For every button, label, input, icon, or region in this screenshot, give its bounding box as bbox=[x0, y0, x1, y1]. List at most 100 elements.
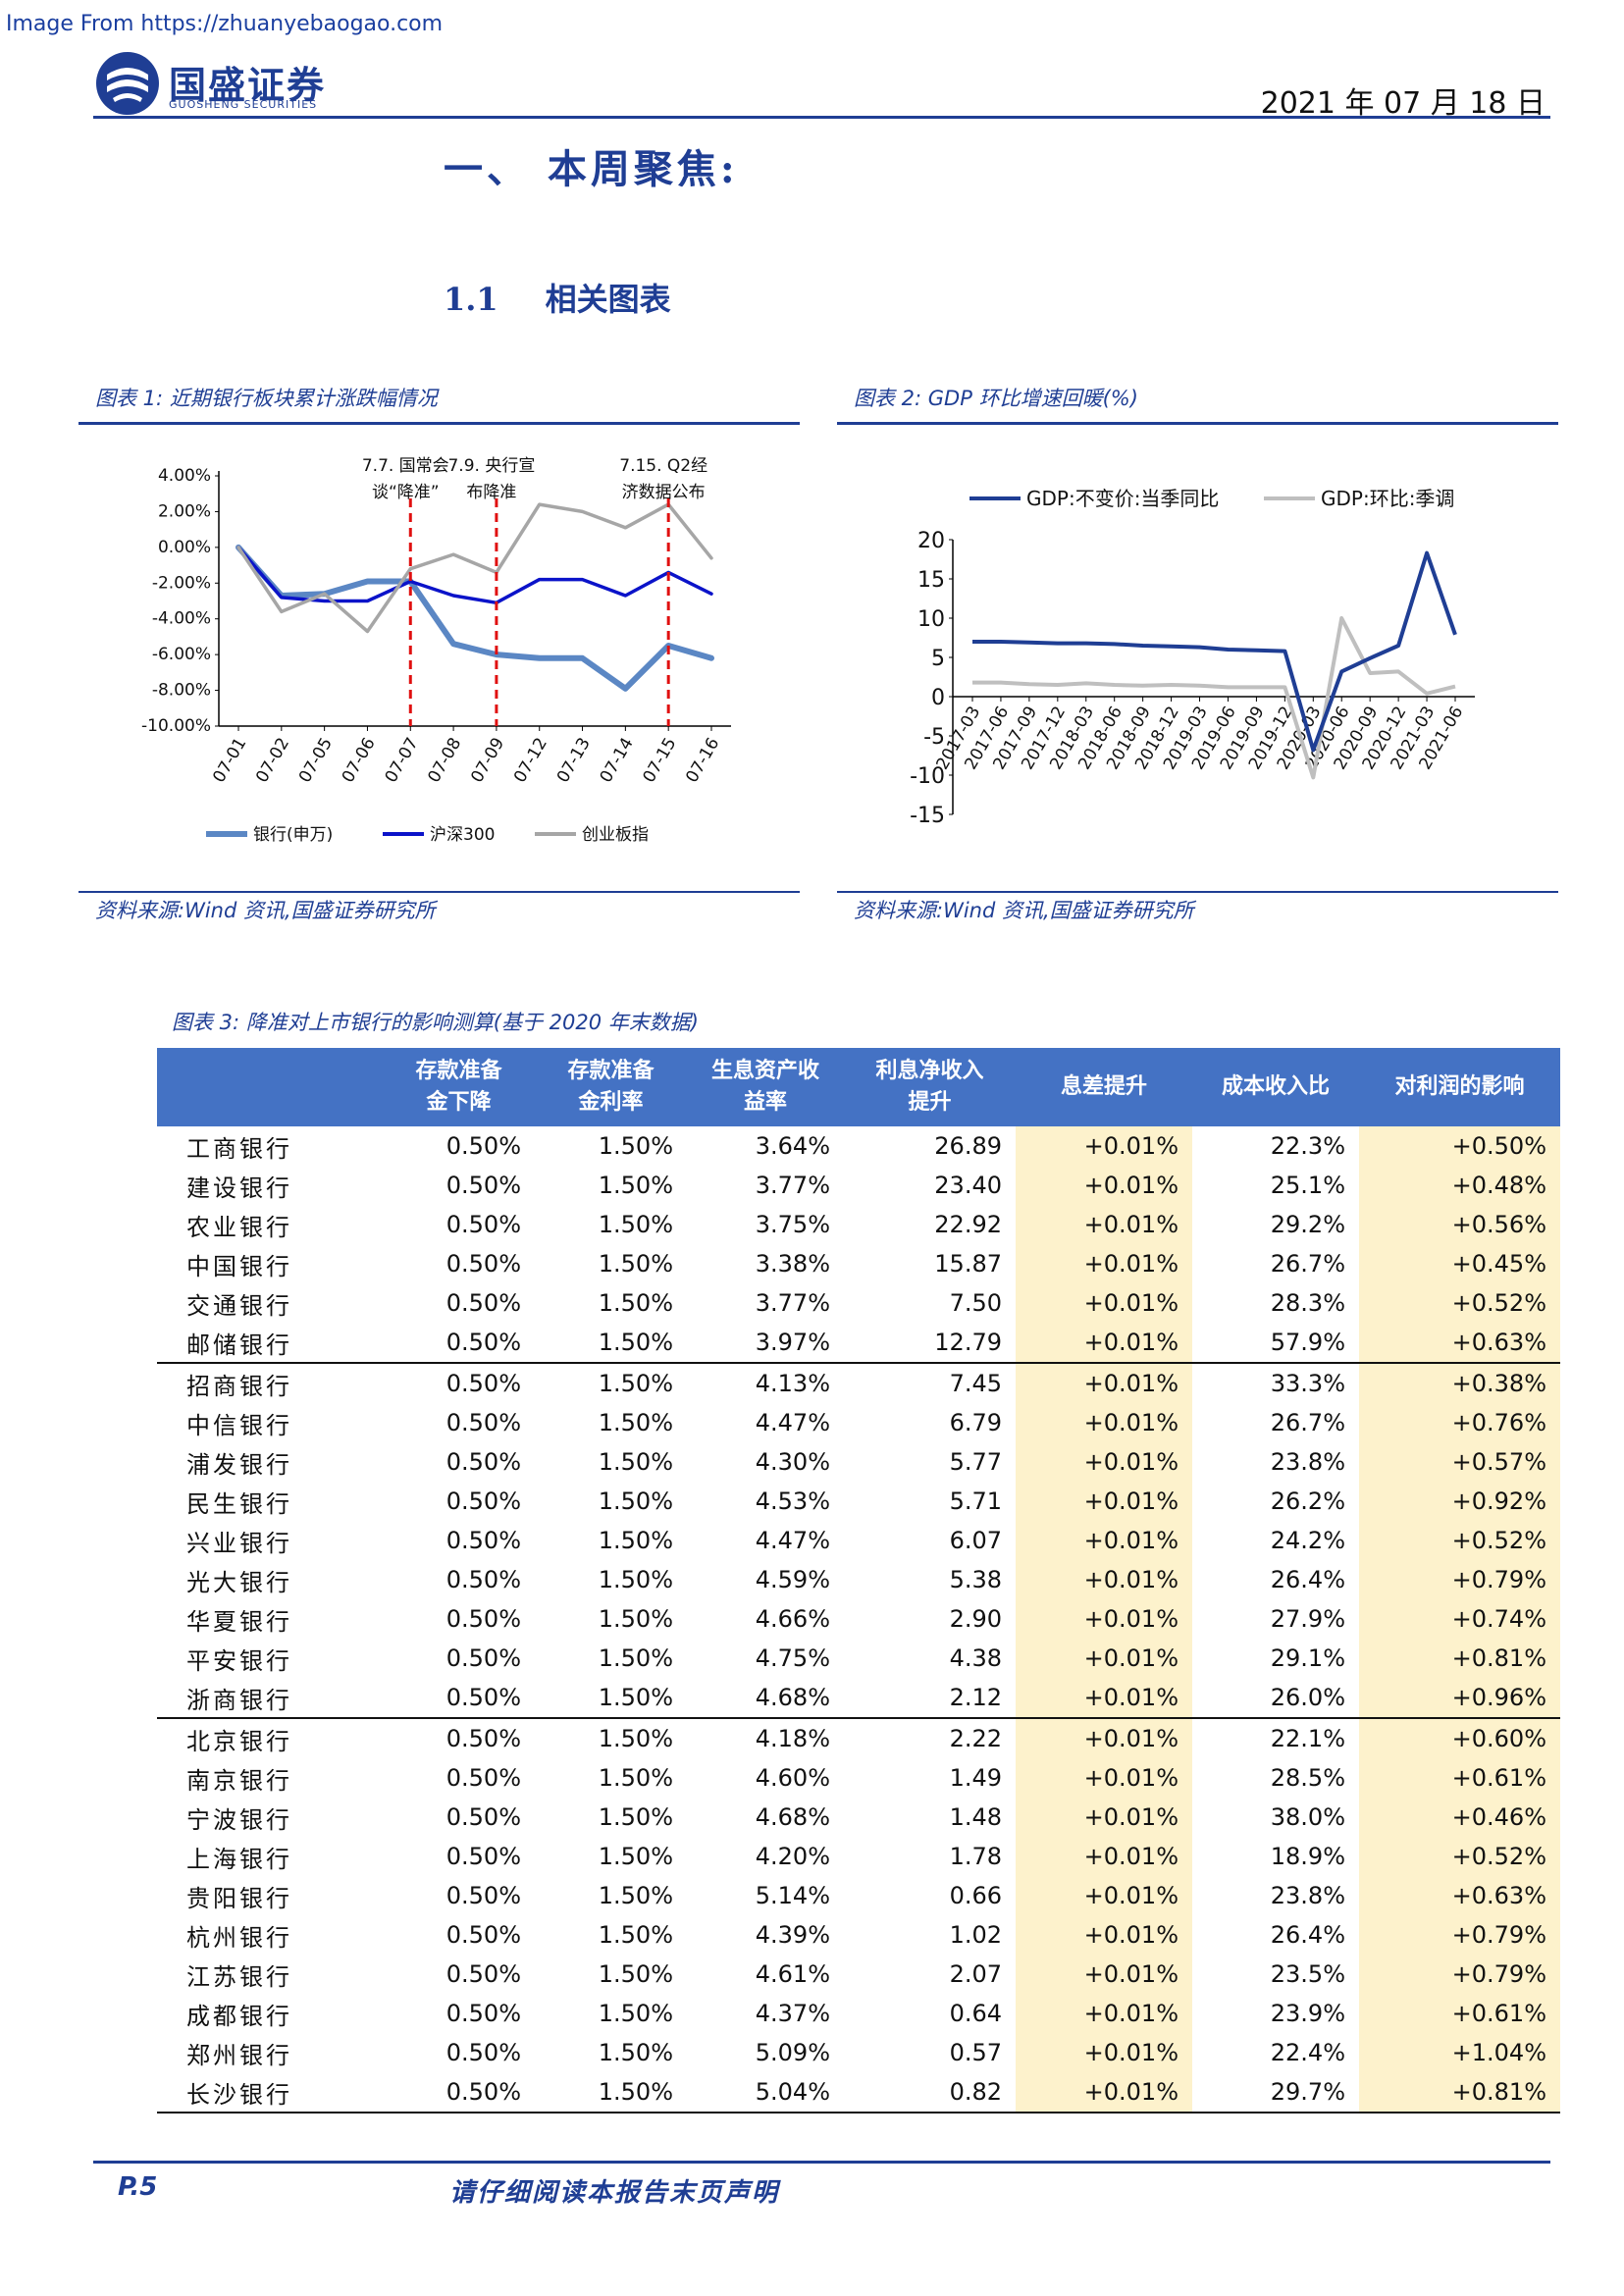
table-cell: 0.50% bbox=[445, 1487, 521, 1515]
table-cell: 4.68% bbox=[755, 1803, 830, 1831]
fig2-chart: 20151050-5-10-152017-032017-062017-09201… bbox=[910, 487, 1475, 828]
fig1-chart: 4.00% 2.00% 0.00% -2.00% -4.00% -6.00% -8.00% -… bbox=[141, 456, 731, 845]
table-cell: 0.50% bbox=[383, 1362, 535, 1403]
table-cell: 7.50 bbox=[949, 1289, 1002, 1317]
table-cell: 1.50% bbox=[598, 1289, 673, 1317]
table-cell: 4.13% bbox=[687, 1362, 844, 1403]
table-cell: 4.59% bbox=[755, 1566, 830, 1593]
table-row: 南京银行 0.50% 1.50% 4.60% 1.49 +0.01% 28.5% +0.61% bbox=[157, 1758, 1560, 1798]
table-row: 浙商银行 0.50% 1.50% 4.68% 2.12 +0.01% 26.0% +0.96% bbox=[157, 1678, 1560, 1718]
table-row: 农业银行 0.50% 1.50% 3.75% 22.92 +0.01% 29.2% +0.56… bbox=[157, 1205, 1560, 1244]
table-cell: +0.01% bbox=[1016, 1639, 1192, 1678]
table-cell: 15.87 bbox=[934, 1250, 1002, 1278]
table-cell: +0.60% bbox=[1359, 1717, 1560, 1758]
table-cell: 0.50% bbox=[445, 1684, 521, 1711]
table-cell: +0.01% bbox=[1016, 1482, 1192, 1521]
report-date: 2021 年 07 月 18 日 bbox=[1260, 86, 1545, 121]
fig1-x-tick-label: 07-05 bbox=[295, 735, 337, 787]
table-cell: 6.79 bbox=[949, 1409, 1002, 1436]
bank-name-cell: 长沙银行 bbox=[157, 2072, 383, 2113]
table-cell: 1.50% bbox=[598, 1132, 673, 1160]
table-cell: +0.01% bbox=[1016, 1126, 1192, 1166]
fig2-y-tick-label: 10 bbox=[917, 607, 945, 632]
table-cell: +0.61% bbox=[1359, 1994, 1560, 2033]
fig1-y-tick-label: -8.00% bbox=[152, 681, 211, 701]
table-cell: +0.52% bbox=[1359, 1521, 1560, 1560]
table-cell: 1.50% bbox=[598, 1448, 673, 1476]
table-cell: 6.07 bbox=[949, 1527, 1002, 1554]
table-cell: 1.50% bbox=[598, 1644, 673, 1672]
fig3-title: 图表 3: 降准对上市银行的影响测算(基于 2020 年末数据) bbox=[172, 1011, 699, 1034]
table-cell: +0.01% bbox=[1016, 1758, 1192, 1798]
fig2-top-rule bbox=[837, 422, 1558, 425]
subsection-heading: 1.1 相关图表 bbox=[444, 275, 671, 320]
table-header-cell: 存款准备 金利率 bbox=[535, 1048, 687, 1126]
fig1-bottom-rule bbox=[79, 891, 800, 893]
table-row: 邮储银行 0.50% 1.50% 3.97% 12.79 +0.01% 57.9% +0.63… bbox=[157, 1323, 1560, 1363]
fig1-series-line-2 bbox=[236, 502, 713, 634]
table-cell: +0.01% bbox=[1016, 1915, 1192, 1955]
fig1-event-label: 谈“降准” bbox=[372, 483, 440, 502]
table-cell: +0.01% bbox=[1016, 1442, 1192, 1482]
table-cell: +0.56% bbox=[1359, 1205, 1560, 1244]
table-cell: 22.1% bbox=[1192, 1717, 1359, 1758]
fig1-x-tick-label: 07-13 bbox=[553, 735, 595, 787]
table-cell: 2.12 bbox=[949, 1684, 1002, 1711]
table-row: 北京银行 0.50% 1.50% 4.18% 2.22 +0.01% 22.1% +0.60% bbox=[157, 1717, 1560, 1758]
table-cell: +1.04% bbox=[1359, 2033, 1560, 2072]
table-cell: 5.14% bbox=[755, 1882, 830, 1909]
table-row: 上海银行 0.50% 1.50% 4.20% 1.78 +0.01% 18.9% +0.52% bbox=[157, 1837, 1560, 1876]
table-row: 民生银行 0.50% 1.50% 4.53% 5.71 +0.01% 26.2% +0.92% bbox=[157, 1482, 1560, 1521]
fig1-series-line-0 bbox=[236, 544, 714, 692]
fig1-x-tick-label: 07-07 bbox=[382, 735, 423, 787]
table-row: 工商银行 0.50% 1.50% 3.64% 26.89 +0.01% 22.3% +0.50… bbox=[157, 1126, 1560, 1166]
bank-name-cell: 浦发银行 bbox=[186, 1450, 292, 1479]
table-cell: 4.68% bbox=[755, 1684, 830, 1711]
bank-name-cell: 中信银行 bbox=[186, 1411, 292, 1439]
table-cell: +0.38% bbox=[1359, 1362, 1560, 1403]
fig1-x-tick-label: 07-06 bbox=[339, 735, 380, 787]
bank-name-cell: 邮储银行 bbox=[186, 1331, 292, 1359]
table-cell: 23.8% bbox=[1270, 1448, 1345, 1476]
table-cell: 26.2% bbox=[1270, 1487, 1345, 1515]
table-row: 中国银行 0.50% 1.50% 3.38% 15.87 +0.01% 26.7% +0.45… bbox=[157, 1244, 1560, 1283]
fig1-y-tick-label: -2.00% bbox=[152, 573, 211, 593]
bank-name-cell: 成都银行 bbox=[186, 2002, 292, 2030]
fig2-legend-label: GDP:不变价:当季同比 bbox=[1026, 487, 1219, 510]
bank-name-cell: 建设银行 bbox=[186, 1174, 292, 1202]
table-cell: 2.07 bbox=[949, 1960, 1002, 1988]
table-row: 交通银行 0.50% 1.50% 3.77% 7.50 +0.01% 28.3% +0.52% bbox=[157, 1283, 1560, 1323]
table-cell: 0.50% bbox=[445, 1172, 521, 1199]
table-cell: +0.96% bbox=[1359, 1678, 1560, 1718]
company-logo bbox=[93, 49, 348, 118]
table-row: 中信银行 0.50% 1.50% 4.47% 6.79 +0.01% 26.7% +0.76% bbox=[157, 1403, 1560, 1442]
table-cell: 7.45 bbox=[844, 1362, 1016, 1403]
table-cell: 22.3% bbox=[1270, 1132, 1345, 1160]
fig1-event-label: 布降准 bbox=[466, 483, 516, 502]
table-cell: 1.50% bbox=[598, 1960, 673, 1988]
fig1-x-tick-label: 07-01 bbox=[209, 735, 250, 787]
table-cell: 1.50% bbox=[598, 1764, 673, 1792]
table-cell: +0.01% bbox=[1016, 1678, 1192, 1718]
brand-name-en: GUOSHENG SECURITIES bbox=[169, 98, 318, 111]
bank-name-cell: 平安银行 bbox=[186, 1646, 292, 1675]
table-cell: 18.9% bbox=[1270, 1843, 1345, 1870]
table-header-cell: 生息资产收 益率 bbox=[687, 1048, 844, 1126]
table-cell: 2.90 bbox=[949, 1605, 1002, 1633]
table-cell: 4.38 bbox=[949, 1644, 1002, 1672]
table-cell: 4.75% bbox=[755, 1644, 830, 1672]
fig2-series-line-1 bbox=[972, 616, 1456, 780]
table-cell: 0.50% bbox=[445, 1409, 521, 1436]
table-cell: 25.1% bbox=[1270, 1172, 1345, 1199]
table-cell: +0.48% bbox=[1359, 1166, 1560, 1205]
bank-name-cell: 民生银行 bbox=[186, 1489, 292, 1518]
table-cell: 1.50% bbox=[598, 1566, 673, 1593]
table-header-cell: 成本收入比 bbox=[1192, 1048, 1359, 1126]
bank-name-cell: 北京银行 bbox=[157, 1717, 383, 1758]
table-cell: 4.39% bbox=[755, 1921, 830, 1949]
table-cell: 23.5% bbox=[1270, 1960, 1345, 1988]
table-cell: 1.50% bbox=[598, 1329, 673, 1356]
fig1-source: 资料来源:Wind 资讯,国盛证券研究所 bbox=[95, 899, 436, 922]
table-cell: 1.50% bbox=[535, 2072, 687, 2113]
fig1-y-tick-label: -6.00% bbox=[152, 645, 211, 664]
